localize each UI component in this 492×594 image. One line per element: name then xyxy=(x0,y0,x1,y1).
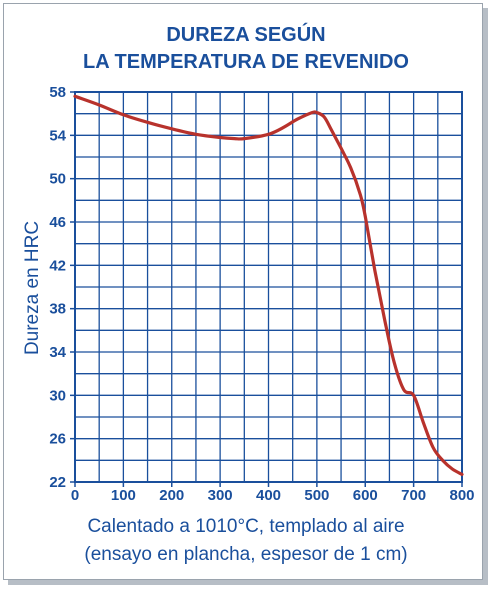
x-tick-label: 300 xyxy=(208,487,233,504)
x-tick-label: 0 xyxy=(71,487,79,504)
x-tick-label: 500 xyxy=(304,487,329,504)
chart-title: DUREZA SEGÚN LA TEMPERATURA DE REVENIDO xyxy=(0,22,492,76)
chart-title-line-1: DUREZA SEGÚN xyxy=(166,24,326,46)
chart-title-line-2: LA TEMPERATURA DE REVENIDO xyxy=(83,51,409,73)
y-tick-label: 58 xyxy=(49,84,66,101)
y-tick-label: 38 xyxy=(49,301,66,318)
y-tick-label: 30 xyxy=(49,387,66,404)
y-tick-label: 26 xyxy=(49,431,66,448)
x-tick-label: 100 xyxy=(111,487,136,504)
y-tick-label: 42 xyxy=(49,257,66,274)
y-tick-label: 22 xyxy=(49,474,66,491)
y-tick-label: 34 xyxy=(49,344,66,361)
y-tick-label: 46 xyxy=(49,214,66,231)
x-axis-label-line-1: Calentado a 1010°C, templado al aire xyxy=(87,516,405,537)
hardness-curve xyxy=(73,94,464,476)
y-tick-label: 50 xyxy=(49,171,66,188)
x-tick-label: 600 xyxy=(353,487,378,504)
x-tick-label: 800 xyxy=(449,487,474,504)
x-axis-label-line-2: (ensayo en plancha, espesor de 1 cm) xyxy=(84,544,408,565)
y-tick-label: 54 xyxy=(49,127,66,144)
x-axis-label: Calentado a 1010°C, templado al aire (en… xyxy=(0,513,492,569)
x-tick-label: 700 xyxy=(401,487,426,504)
x-tick-label: 200 xyxy=(159,487,184,504)
x-tick-label: 400 xyxy=(256,487,281,504)
